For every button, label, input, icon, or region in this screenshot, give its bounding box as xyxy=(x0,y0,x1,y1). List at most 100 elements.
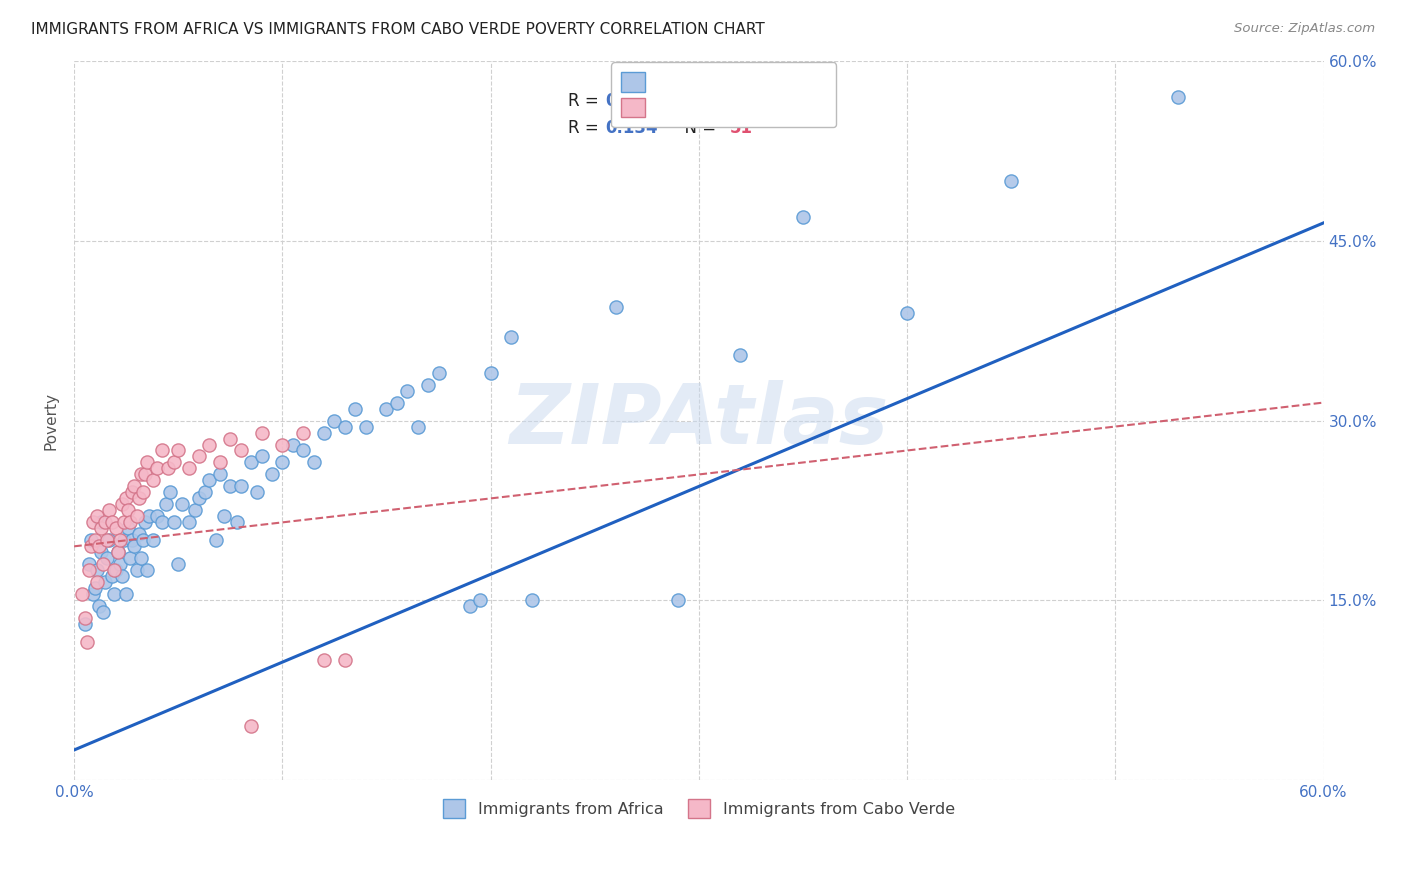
Point xyxy=(100,569,122,583)
Point xyxy=(188,450,211,464)
Point xyxy=(142,533,165,548)
Point xyxy=(98,503,121,517)
Point xyxy=(96,551,118,566)
Point xyxy=(344,401,367,416)
Text: ZIPAtlas: ZIPAtlas xyxy=(509,380,889,461)
Point xyxy=(159,485,181,500)
Text: IMMIGRANTS FROM AFRICA VS IMMIGRANTS FROM CABO VERDE POVERTY CORRELATION CHART: IMMIGRANTS FROM AFRICA VS IMMIGRANTS FRO… xyxy=(31,22,765,37)
Point xyxy=(84,581,107,595)
Point xyxy=(792,210,814,224)
Point xyxy=(260,467,283,482)
Point xyxy=(104,521,127,535)
Point xyxy=(76,635,98,649)
Point xyxy=(167,443,190,458)
Point xyxy=(142,474,165,488)
Point xyxy=(107,545,129,559)
Point xyxy=(120,516,142,530)
Point xyxy=(250,425,273,440)
Point xyxy=(198,437,221,451)
Point xyxy=(121,485,143,500)
Point xyxy=(1167,90,1189,104)
Point xyxy=(91,558,114,572)
Y-axis label: Poverty: Poverty xyxy=(44,392,58,450)
Text: N =: N = xyxy=(673,119,721,137)
Text: 0.134: 0.134 xyxy=(605,119,658,137)
Point xyxy=(605,300,627,314)
Point xyxy=(240,719,263,733)
Point xyxy=(458,599,481,614)
Point xyxy=(73,617,96,632)
Point xyxy=(108,533,131,548)
Point xyxy=(194,485,217,500)
Point xyxy=(271,455,294,469)
Point xyxy=(86,509,108,524)
Point xyxy=(333,419,356,434)
Point xyxy=(479,366,502,380)
Point xyxy=(87,539,110,553)
Point xyxy=(163,516,186,530)
Point xyxy=(86,575,108,590)
Point xyxy=(312,653,335,667)
Point xyxy=(146,509,169,524)
Point xyxy=(312,425,335,440)
Point xyxy=(427,366,450,380)
Point xyxy=(666,593,689,607)
Legend: Immigrants from Africa, Immigrants from Cabo Verde: Immigrants from Africa, Immigrants from … xyxy=(434,791,963,826)
Point xyxy=(333,653,356,667)
Point xyxy=(117,503,139,517)
Point xyxy=(250,450,273,464)
Point xyxy=(292,425,315,440)
Point xyxy=(136,455,159,469)
Point xyxy=(375,401,398,416)
Point xyxy=(129,467,152,482)
Point xyxy=(96,533,118,548)
Point xyxy=(1000,174,1022,188)
Point xyxy=(128,527,150,541)
Point xyxy=(225,516,247,530)
Point xyxy=(354,419,377,434)
Point xyxy=(87,599,110,614)
Point xyxy=(73,611,96,625)
Point xyxy=(72,587,94,601)
Point xyxy=(111,569,134,583)
Point xyxy=(125,509,148,524)
Point xyxy=(103,587,125,601)
Point xyxy=(302,455,325,469)
Point xyxy=(128,491,150,506)
Point xyxy=(115,587,138,601)
Point xyxy=(177,461,200,475)
Point xyxy=(323,413,346,427)
Point xyxy=(77,558,100,572)
Point xyxy=(188,491,211,506)
Point xyxy=(416,377,439,392)
Text: 51: 51 xyxy=(730,119,754,137)
Point xyxy=(115,491,138,506)
Point xyxy=(501,329,523,343)
Point xyxy=(132,485,155,500)
Point xyxy=(121,533,143,548)
Point xyxy=(146,461,169,475)
Text: Source: ZipAtlas.com: Source: ZipAtlas.com xyxy=(1234,22,1375,36)
Point xyxy=(246,485,269,500)
Point xyxy=(107,545,129,559)
Point xyxy=(406,419,429,434)
Point xyxy=(117,521,139,535)
Point xyxy=(120,551,142,566)
Point xyxy=(208,455,231,469)
Point xyxy=(100,516,122,530)
Point xyxy=(172,497,194,511)
Point xyxy=(98,533,121,548)
Point xyxy=(84,533,107,548)
Point xyxy=(396,384,419,398)
Point xyxy=(204,533,226,548)
Point xyxy=(125,563,148,577)
Point xyxy=(896,306,918,320)
Point xyxy=(94,575,117,590)
Text: N =: N = xyxy=(673,93,721,111)
Point xyxy=(103,563,125,577)
Point xyxy=(134,467,156,482)
Point xyxy=(212,509,235,524)
Point xyxy=(90,521,112,535)
Point xyxy=(82,516,104,530)
Point xyxy=(219,479,242,493)
